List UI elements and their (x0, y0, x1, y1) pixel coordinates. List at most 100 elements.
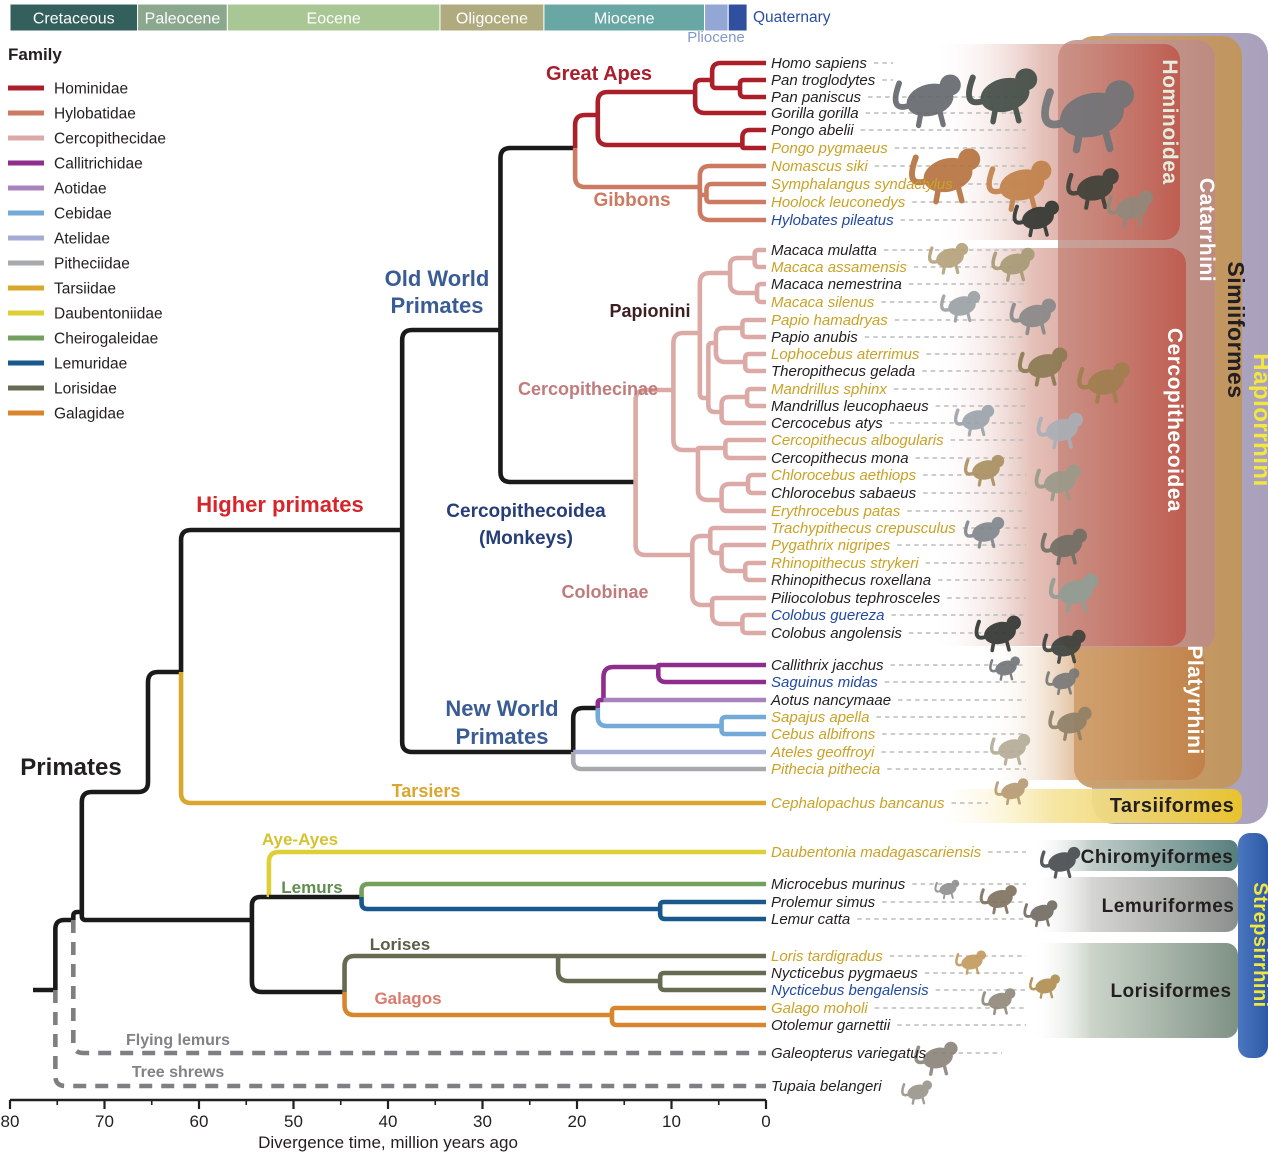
animal-body (1035, 978, 1057, 994)
animal-illustration (986, 160, 1052, 212)
animal-tail (974, 619, 989, 640)
animal-limb (990, 638, 996, 653)
animal-limb (965, 965, 970, 975)
species-label: Erythrocebus patas (771, 503, 901, 520)
animal-limb (942, 892, 946, 900)
animal-limb (1042, 223, 1049, 237)
species-label: Cephalopachus bancanus (771, 795, 945, 812)
animal-head (1017, 733, 1031, 747)
animal-body (999, 169, 1045, 201)
branch-internal (342, 953, 559, 992)
animal-limb (1111, 388, 1119, 404)
animal-body (923, 157, 973, 193)
branch-tip (657, 899, 766, 909)
species-label: Symphalangus syndactylus (771, 176, 953, 193)
panel-label-chiromyiformes: Chiromyiformes (1081, 847, 1234, 868)
animal-head (1083, 573, 1099, 589)
branch-tip (657, 970, 766, 981)
animal-illustration (991, 247, 1035, 282)
axis-tick-label: 80 (1, 1112, 20, 1131)
animal-limb (1081, 598, 1088, 612)
animal-limb (941, 262, 947, 275)
branch-internal (498, 145, 576, 330)
animal-limb (992, 1005, 997, 1016)
branch-internal (727, 273, 758, 296)
species-label: Chlorocebus aethiops (771, 467, 917, 484)
branch-internal (719, 481, 749, 500)
legend-label: Hylobatidae (54, 106, 136, 123)
animal-body (1048, 852, 1076, 872)
animal-head (939, 74, 961, 96)
clade-label: Galagos (374, 989, 441, 1008)
branch-tip (71, 920, 766, 1056)
animal-limb (980, 424, 986, 437)
species-label: Macaca assamensis (771, 259, 907, 276)
animal-tail (1048, 710, 1062, 730)
branch-tip (740, 624, 766, 636)
era-segment-small (704, 3, 729, 32)
animal-tail (901, 1083, 911, 1097)
axis-tick-label: 20 (568, 1112, 587, 1131)
animal-body (1028, 354, 1062, 378)
animal-illustration (914, 1041, 958, 1076)
legend-label: Galagidae (54, 406, 125, 423)
branch-tip (742, 362, 766, 374)
branch-internal (79, 669, 182, 912)
animal-limb (1028, 192, 1038, 212)
species-label: Macaca nemestrina (771, 276, 902, 293)
animal-body (1000, 253, 1030, 275)
axis-tick-label: 0 (761, 1112, 770, 1131)
branch-tip (752, 258, 766, 270)
species-label: Cebus albifrons (771, 726, 876, 743)
animal-tail (1023, 903, 1034, 918)
branch-tip (754, 281, 766, 293)
animal-body (939, 883, 957, 895)
animal-limb (1039, 989, 1044, 999)
animal-illustration (953, 404, 995, 437)
panel-label-simiiformes: Simiiformes (1223, 261, 1249, 398)
species-label: Pongo abelii (771, 122, 854, 139)
species-label: Pan troglodytes (771, 72, 876, 89)
branch-tip (742, 560, 766, 571)
legend-label: Pitheciidae (54, 256, 130, 273)
animal-illustration (989, 733, 1031, 766)
animal-body (1060, 92, 1124, 138)
animal-illustration (966, 68, 1038, 125)
species-label: Nycticebus pygmaeus (771, 965, 918, 982)
branch-internal (727, 255, 755, 273)
branch-internal (595, 89, 696, 115)
legend-label: Cebidae (54, 206, 112, 223)
animal-head (1068, 668, 1080, 679)
branch-tip (655, 667, 766, 685)
animal-limb (1101, 126, 1114, 153)
animal-illustration (1039, 846, 1081, 879)
animal-head (1138, 190, 1153, 205)
animal-body (995, 660, 1017, 676)
animal-limb (1039, 321, 1046, 335)
animal-head (1046, 900, 1058, 911)
clade-label: Lorises (370, 935, 430, 954)
animal-tail (914, 1045, 928, 1065)
animal-limb (967, 424, 973, 437)
animal-illustration (994, 778, 1029, 806)
animal-illustration (927, 242, 969, 275)
legend-label: Aotidae (54, 181, 107, 198)
era-segment-Eocene (226, 3, 441, 32)
branch-tip (697, 163, 766, 187)
animal-head (922, 1080, 932, 1090)
animal-illustration (1023, 900, 1058, 928)
species-label: Otolemur garnettii (771, 1017, 891, 1034)
animal-body (1059, 580, 1093, 604)
branch-tip (657, 981, 766, 993)
animal-illustrations-layer (892, 68, 1153, 1105)
animal-limb (1070, 551, 1077, 565)
animal-head (1050, 974, 1060, 984)
animal-head (1004, 988, 1016, 999)
animal-illustration (979, 885, 1017, 915)
branch-internal (572, 148, 700, 190)
animal-limb (1067, 685, 1072, 695)
animal-head (1041, 298, 1056, 313)
species-label: Prolemur simus (771, 894, 876, 911)
era-label: Cretaceous (33, 11, 115, 28)
species-label: Pan paniscus (771, 89, 862, 106)
